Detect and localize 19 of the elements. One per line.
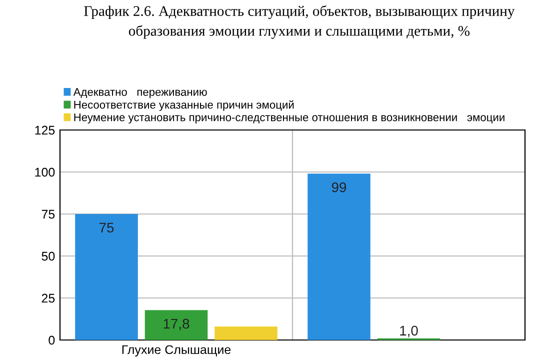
- y-tick-label: 100: [35, 168, 55, 177]
- legend-label: Несоответствие указанные причин эмоций: [74, 100, 294, 111]
- y-tick-label: 125: [35, 126, 55, 135]
- bar: [144, 310, 208, 340]
- bar: [214, 326, 278, 340]
- x-tick-label: Глухие Слышащие: [122, 345, 231, 357]
- data-label: 75: [99, 222, 114, 233]
- chart-title: График 2.6. Адекватность ситуаций, объектов, вызывающих причину образования эмоции глухими и слышащими детьми, %: [84, 5, 515, 39]
- data-label: 17,8: [164, 318, 190, 330]
- legend-label: Неумение установить причино-следственные отношения в возникновении эмоции: [74, 114, 504, 124]
- legend-label: Адекватно переживанию: [73, 88, 207, 98]
- y-tick-label: 25: [42, 294, 55, 303]
- data-label: 1,0: [400, 326, 418, 338]
- y-tick-label: 75: [42, 210, 55, 219]
- data-label: 99: [332, 182, 346, 192]
- bar: [308, 174, 370, 340]
- y-tick-label: 0: [48, 336, 55, 345]
- y-tick-label: 50: [42, 252, 55, 261]
- bar: [75, 214, 138, 340]
